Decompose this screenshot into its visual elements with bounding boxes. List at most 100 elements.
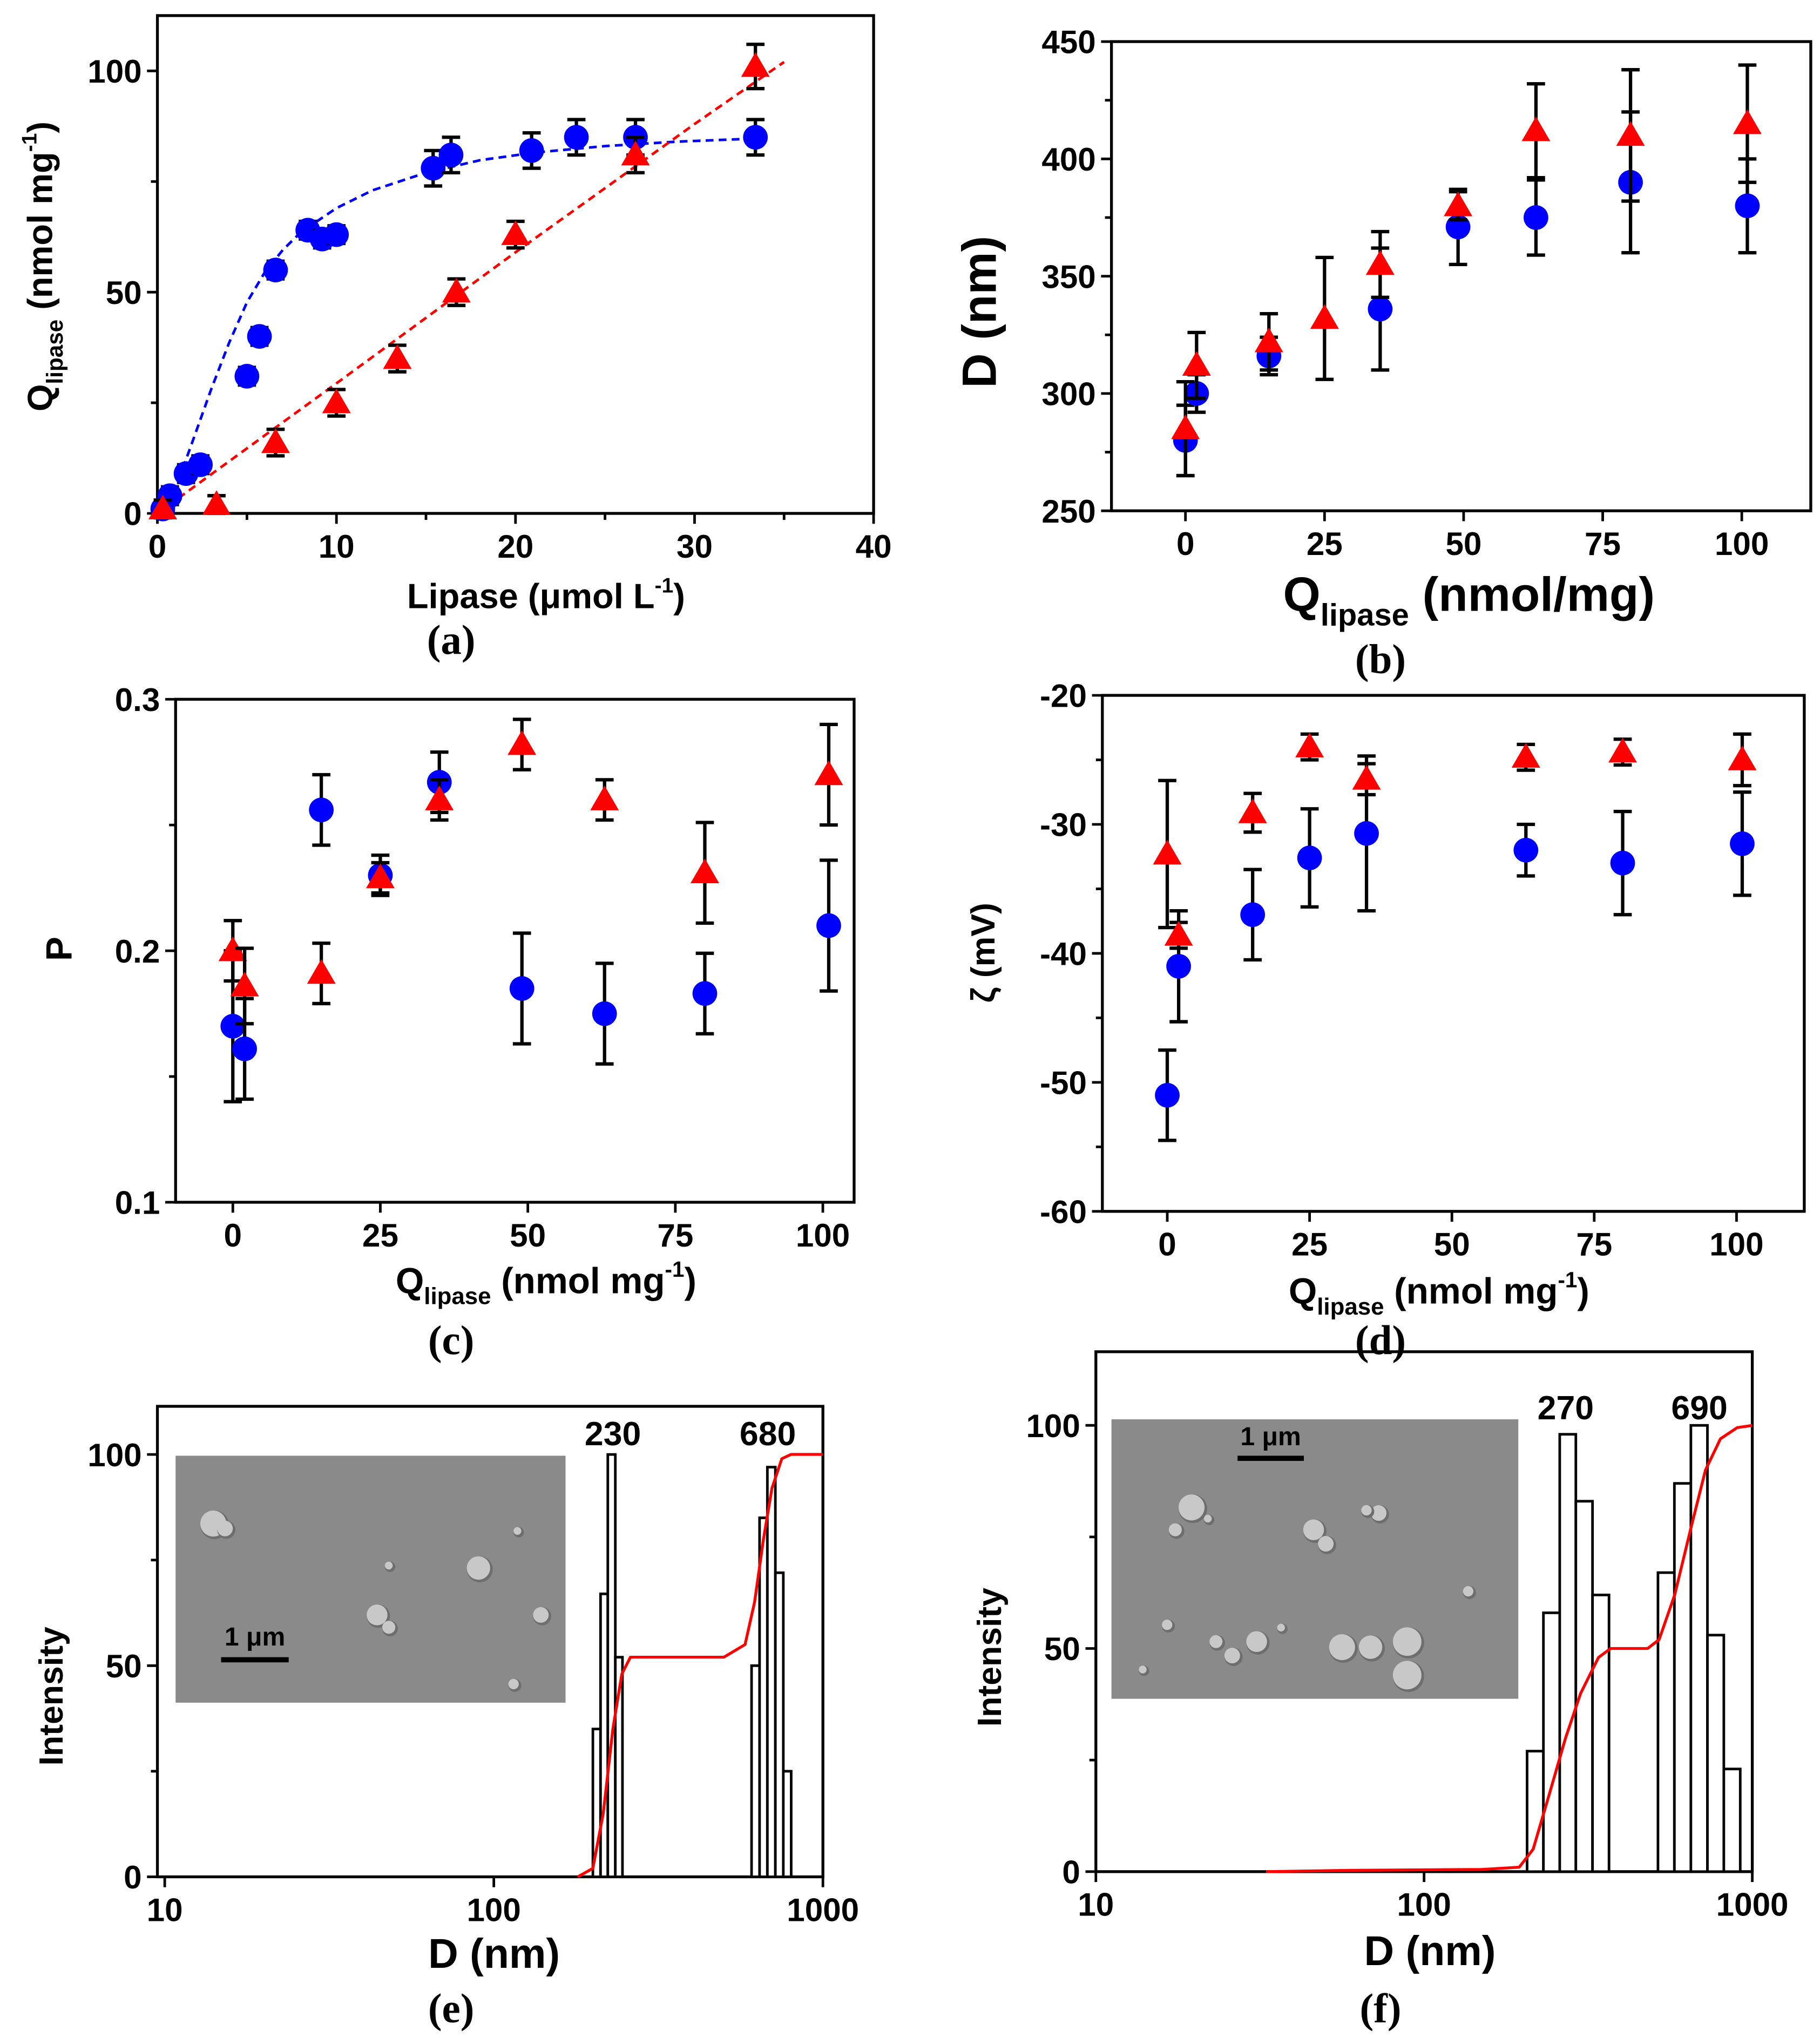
particle <box>1246 1631 1267 1652</box>
particle <box>1162 1620 1173 1630</box>
y-axis-label: Intensity <box>971 1588 1009 1727</box>
particle <box>1209 1635 1223 1648</box>
y-axis-label: D (nm) <box>952 236 1006 388</box>
x-tick-label: 40 <box>856 529 892 565</box>
y-axis-label-part: P <box>39 937 80 961</box>
series-red <box>218 717 843 1026</box>
panel-label: (f) <box>1360 1985 1402 2032</box>
data-point-triangle <box>590 786 619 810</box>
x-axis-label-part: Q <box>1289 1271 1317 1312</box>
x-tick-label: 75 <box>1585 526 1621 562</box>
histogram-bar <box>1706 1634 1726 1873</box>
series-red <box>1171 63 1762 478</box>
particle <box>1371 1505 1387 1521</box>
x-tick-label: 0 <box>1158 1227 1176 1263</box>
series-red <box>1153 732 1757 950</box>
particle <box>513 1527 522 1535</box>
x-axis-label-part: Lipase (μmol L <box>407 577 655 616</box>
particle <box>1178 1494 1205 1521</box>
data-point-circle <box>1240 902 1266 927</box>
data-point-circle <box>438 143 464 167</box>
y-tick-label: 0 <box>1062 1854 1080 1891</box>
y-axis-label: Qlipase (nmol mg-1) <box>18 121 67 411</box>
fit-curve <box>156 137 756 514</box>
y-tick-label: 450 <box>1041 24 1095 60</box>
y-tick-label: 0 <box>124 496 141 532</box>
chart-panel-d: 0 25 50 75 100 -60 -50 -40 -30 -20 Qlipase (nmol m… <box>964 678 1806 1364</box>
y-tick-label: 0.1 <box>115 1185 160 1221</box>
data-point-triangle <box>148 495 177 520</box>
cumulative-curve <box>577 1453 823 1878</box>
plot-frame <box>1110 40 1812 512</box>
x-axis-label: D (nm) <box>1364 1928 1496 1974</box>
histogram-bar <box>1574 1500 1594 1873</box>
x-axis-label-part: -1 <box>655 574 674 597</box>
plot-frame <box>174 698 856 1204</box>
y-axis-label: ζ (mV) <box>964 903 1002 1003</box>
x-axis-label: D (nm) <box>428 1931 560 1977</box>
data-point-circle <box>247 324 272 349</box>
y-tick-label: 400 <box>1041 141 1095 178</box>
y-tick-label: 0.2 <box>115 933 160 970</box>
chart-panel-f: 1 μm 10 100 1000 0 50 100 D (nm) Intensity (f) 270… <box>971 1350 1789 2032</box>
x-axis-label-part: (nmol mg <box>1384 1271 1558 1312</box>
x-tick-label: 100 <box>1709 1227 1763 1263</box>
series-blue <box>220 750 841 1103</box>
data-point-circle <box>1166 953 1191 979</box>
y-tick-label: -20 <box>1040 678 1087 714</box>
peak-label: 690 <box>1671 1389 1727 1427</box>
peak-label: 270 <box>1538 1389 1594 1427</box>
cumulative-curve <box>1266 1424 1753 1873</box>
x-tick-label: 100 <box>466 1892 520 1928</box>
x-tick-label: 50 <box>1445 526 1481 562</box>
y-axis-label-part: -1 <box>18 133 41 152</box>
x-axis-label-part: D (nm) <box>428 1931 560 1977</box>
data-point-circle <box>232 1036 257 1061</box>
x-tick-label: 75 <box>657 1217 693 1254</box>
x-axis-label-part: lipase <box>1317 1294 1384 1320</box>
data-point-triangle <box>218 936 247 962</box>
data-point-triangle <box>1238 798 1267 823</box>
data-point-circle <box>1354 821 1379 846</box>
data-point-triangle <box>814 760 843 786</box>
x-tick-label: 10 <box>319 529 355 565</box>
data-point-triangle <box>383 344 412 369</box>
particle <box>1361 1505 1372 1516</box>
x-axis-label-part: D (nm) <box>1364 1928 1496 1974</box>
histogram-bar <box>1722 1768 1742 1873</box>
y-tick-label: -40 <box>1040 936 1087 972</box>
data-point-circle <box>1610 850 1635 876</box>
particle <box>1303 1519 1324 1540</box>
data-point-triangle <box>1511 743 1540 768</box>
histogram-bar <box>614 1656 624 1878</box>
x-tick-label: 20 <box>497 529 533 565</box>
plot-frame <box>1101 694 1806 1213</box>
data-point-circle <box>1513 837 1539 863</box>
y-tick-label: 100 <box>87 1437 141 1473</box>
scale-bar-label: 1 μm <box>225 1622 285 1651</box>
data-point-triangle <box>508 730 537 755</box>
data-point-triangle <box>1153 839 1182 865</box>
histogram-bar <box>774 1571 785 1878</box>
x-tick-label: 100 <box>1715 526 1769 562</box>
data-point-triangle <box>307 959 336 984</box>
particle <box>217 1520 233 1536</box>
particle <box>1358 1635 1383 1659</box>
data-point-circle <box>743 125 768 150</box>
particle <box>384 1561 393 1570</box>
x-axis-label-part: ) <box>673 577 685 616</box>
plot-frame <box>155 1405 824 1879</box>
x-axis-label: Qlipase (nmol/mg) <box>1283 567 1655 633</box>
data-point-triangle <box>1728 746 1757 770</box>
data-point-circle <box>692 981 718 1006</box>
x-tick-label: 75 <box>1576 1227 1612 1263</box>
histogram-bar <box>782 1770 793 1878</box>
particle <box>1168 1523 1182 1536</box>
series-blue <box>1173 110 1760 478</box>
data-point-triangle <box>425 786 454 810</box>
chart-panel-b: 0 25 50 75 100 250 300 350 400 450 Qlipase (nmol/m… <box>952 24 1812 682</box>
y-tick-label: 100 <box>87 53 141 90</box>
y-axis-label-part: D (nm) <box>952 236 1006 388</box>
